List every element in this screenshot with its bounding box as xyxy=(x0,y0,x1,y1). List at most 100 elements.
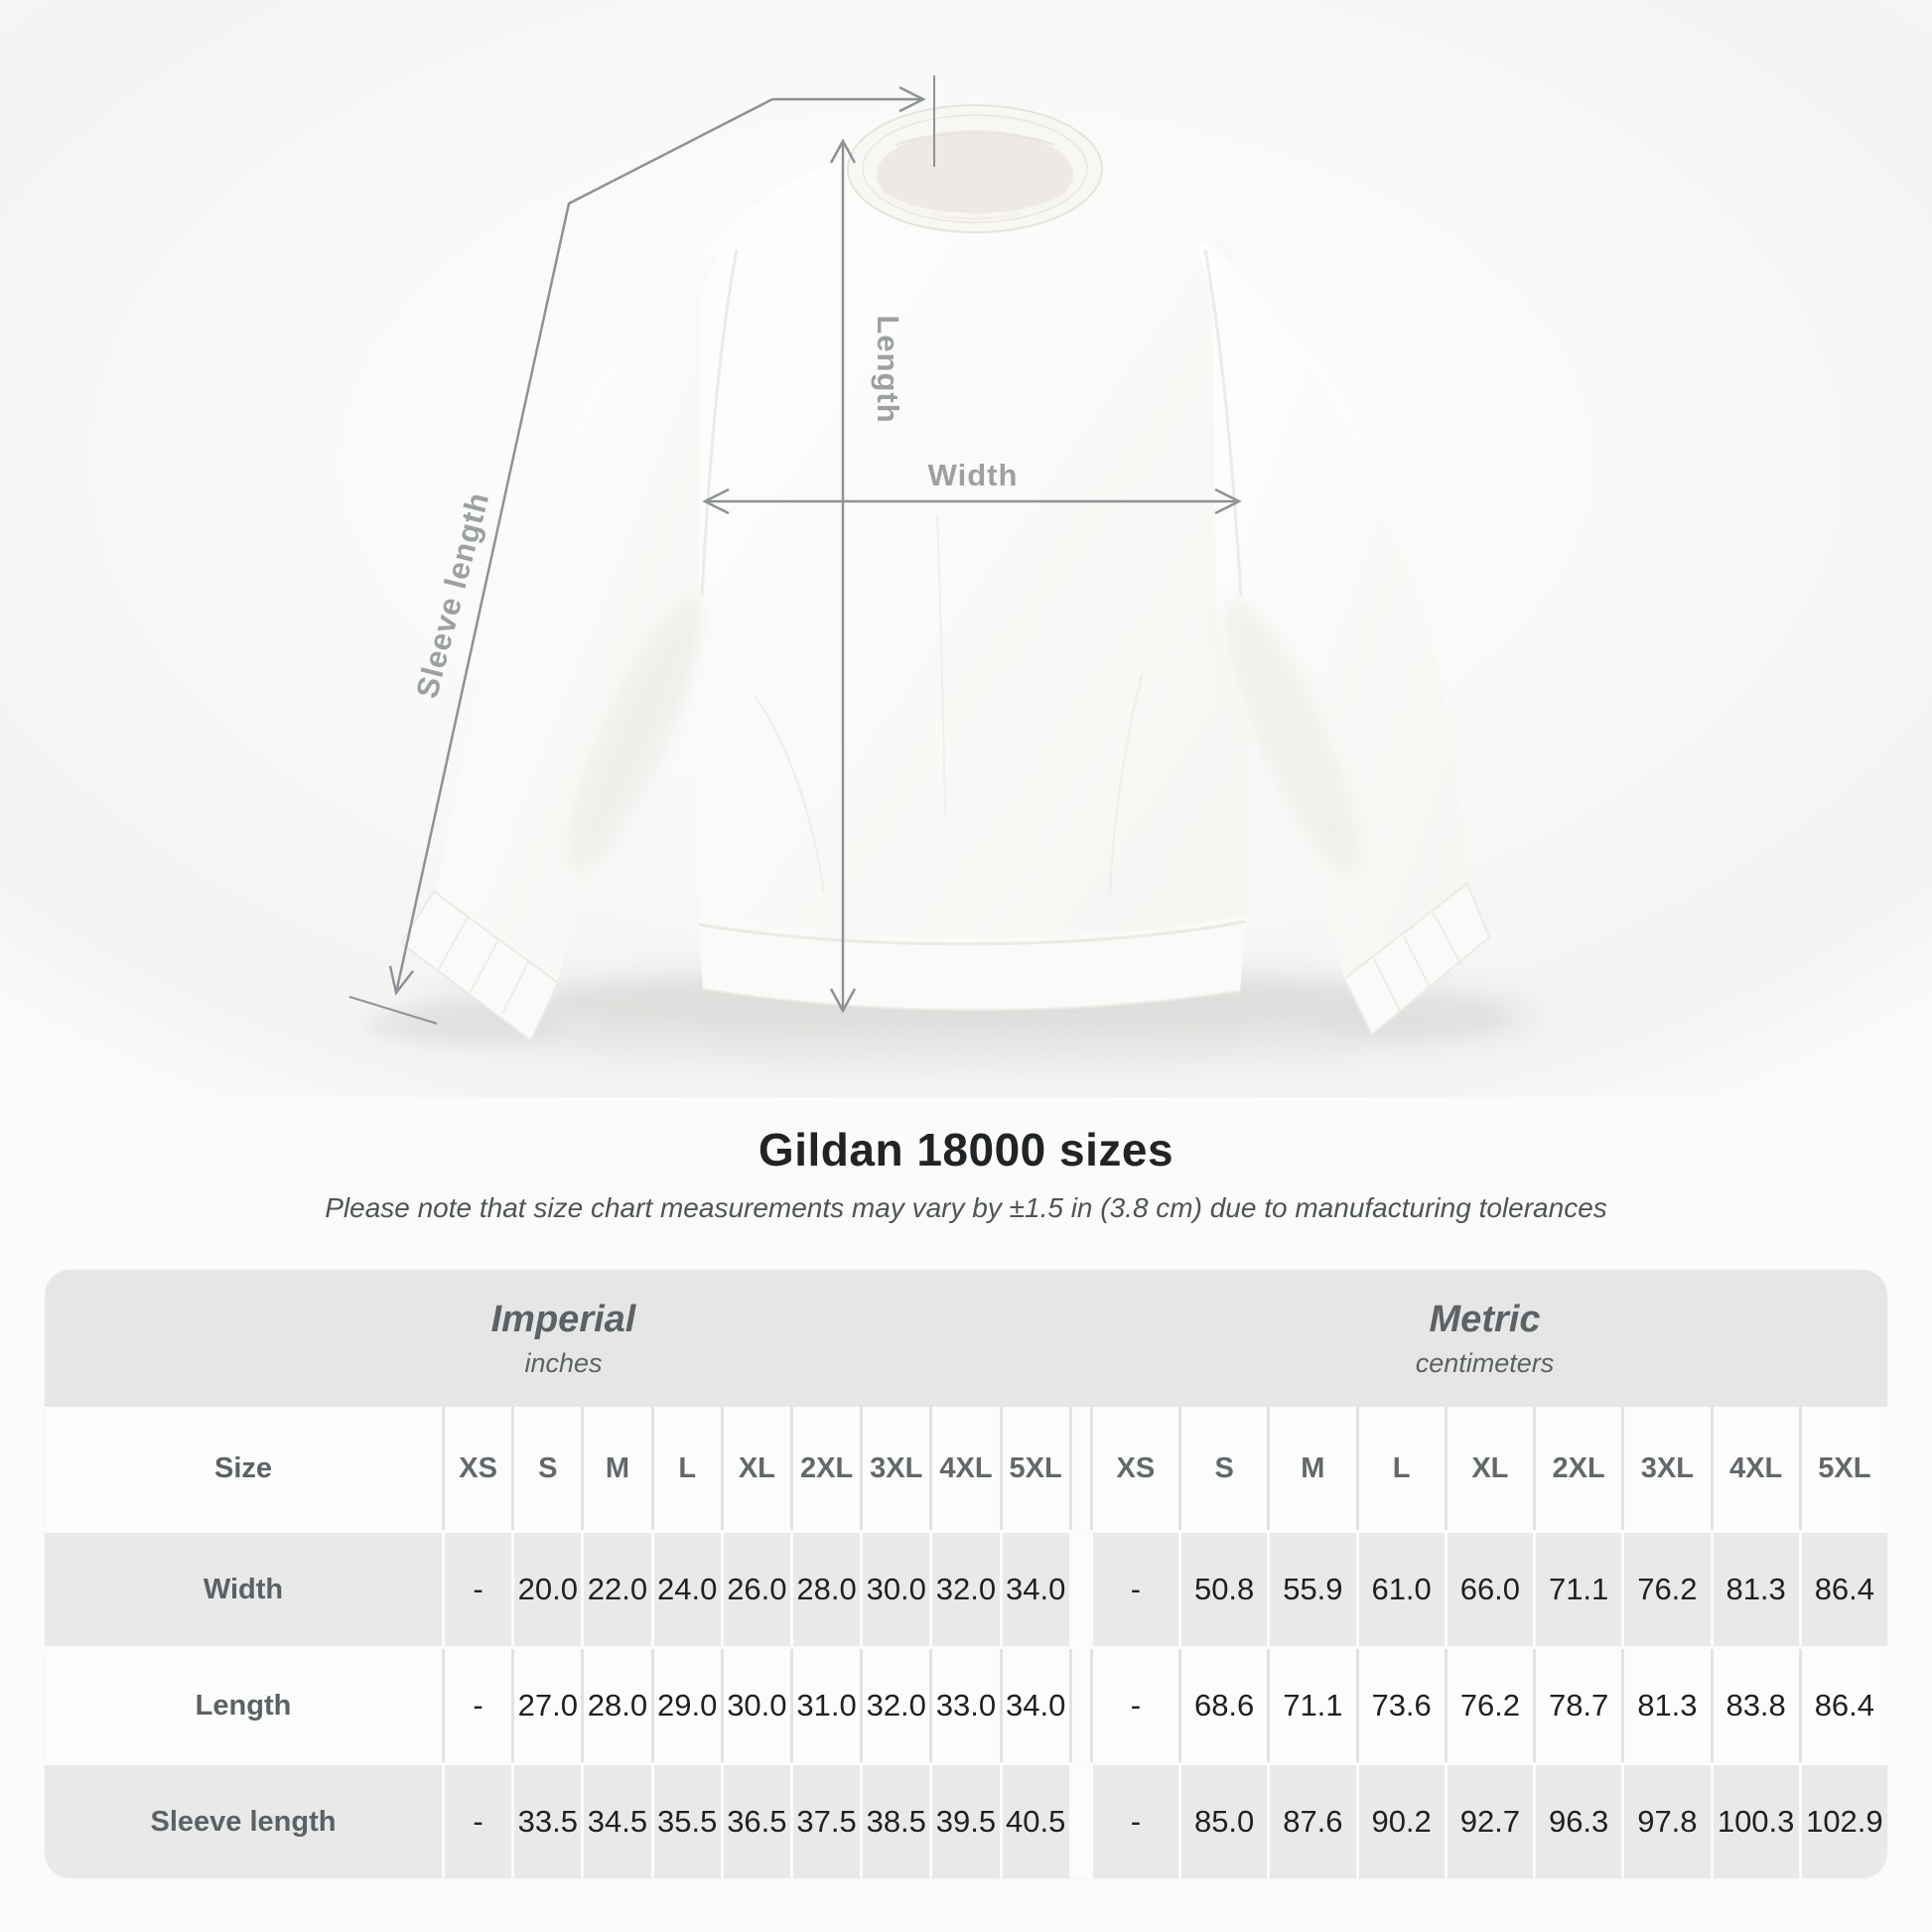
imperial-value-cell: 22.0 xyxy=(584,1533,651,1646)
imperial-value-cell: - xyxy=(445,1533,512,1646)
imperial-value-cell: 40.5 xyxy=(1002,1765,1069,1878)
imperial-value-cell: - xyxy=(445,1765,512,1878)
imperial-size-header-cell: XS xyxy=(445,1407,512,1530)
width-label: Width xyxy=(928,458,1019,492)
imperial-value-cell: 20.0 xyxy=(514,1533,582,1646)
metric-value-cell: - xyxy=(1092,1649,1178,1762)
table-rows: Size XS S M L XL 2XL 3XL 4XL 5XL XS S M L XL 2XL 3XL 4XL 5… xyxy=(45,1407,1887,1878)
metric-value-cell: 86.4 xyxy=(1801,1649,1887,1762)
metric-value-cell: 66.0 xyxy=(1447,1533,1533,1646)
imperial-size-header-cell: 4XL xyxy=(932,1407,1000,1530)
row-label: Length xyxy=(45,1649,442,1762)
imperial-size-header-cell: 5XL xyxy=(1002,1407,1069,1530)
metric-value-cell: 86.4 xyxy=(1801,1533,1887,1646)
imperial-unit-label: inches xyxy=(524,1347,603,1378)
page-title: Gildan 18000 sizes xyxy=(758,1124,1174,1175)
metric-value-cell: 97.8 xyxy=(1624,1765,1711,1878)
imperial-value-cell: 34.0 xyxy=(1002,1649,1069,1762)
metric-value-cell: 92.7 xyxy=(1447,1765,1533,1878)
unit-group-metric: Metric centimeters xyxy=(1082,1270,1887,1407)
metric-size-header-cell: 4XL xyxy=(1713,1407,1799,1530)
imperial-value-cell: 36.5 xyxy=(723,1765,790,1878)
sweatshirt-illustration xyxy=(399,104,1491,1042)
imperial-size-header-cell: 3XL xyxy=(863,1407,930,1530)
length-label: Length xyxy=(871,315,905,423)
imperial-value-cell: 32.0 xyxy=(932,1533,1000,1646)
metric-value-cell: 76.2 xyxy=(1447,1649,1533,1762)
imperial-value-cell: 35.5 xyxy=(653,1765,721,1878)
metric-value-cell: 85.0 xyxy=(1181,1765,1268,1878)
metric-value-cell: 100.3 xyxy=(1713,1765,1799,1878)
metric-value-cell: 78.7 xyxy=(1536,1649,1622,1762)
imperial-value-cell: - xyxy=(445,1649,512,1762)
size-column-header: Size xyxy=(45,1407,442,1530)
imperial-size-header-cell: L xyxy=(653,1407,721,1530)
metric-value-cell: 61.0 xyxy=(1358,1533,1445,1646)
metric-value-cell: 87.6 xyxy=(1270,1765,1356,1878)
right-arrowhead-icon xyxy=(898,85,926,113)
metric-value-cell: 55.9 xyxy=(1270,1533,1356,1646)
imperial-size-header-cell: XL xyxy=(723,1407,790,1530)
metric-value-cell: 68.6 xyxy=(1181,1649,1268,1762)
size-chart-panel: Imperial inches Metric centimeters Size X… xyxy=(45,1270,1887,1878)
unit-divider xyxy=(1071,1407,1090,1530)
width-arrow xyxy=(702,487,1242,515)
metric-value-cell: 96.3 xyxy=(1536,1765,1622,1878)
metric-value-cell: 76.2 xyxy=(1624,1533,1711,1646)
imperial-size-header-cell: 2XL xyxy=(792,1407,861,1530)
sleeve-length-arrow xyxy=(348,97,773,1025)
metric-value-cell: 71.1 xyxy=(1270,1649,1356,1762)
imperial-size-header-cell: M xyxy=(584,1407,651,1530)
imperial-value-cell: 33.5 xyxy=(514,1765,582,1878)
measurement-annotations xyxy=(348,75,1242,1025)
sweatshirt-measurement-diagram: Length Width Sleeve length xyxy=(0,0,1932,1097)
up-arrowhead-icon xyxy=(829,138,857,164)
imperial-value-cell: 29.0 xyxy=(653,1649,721,1762)
imperial-value-cell: 34.0 xyxy=(1002,1533,1069,1646)
metric-unit-label: centimeters xyxy=(1415,1347,1555,1378)
measurement-row-sleeve-length: Sleeve length -33.5 34.5 35.5 36.5 37.5 38.5 39… xyxy=(45,1765,1887,1878)
imperial-value-cell: 38.5 xyxy=(863,1765,930,1878)
right-arrowhead-icon xyxy=(1214,487,1242,515)
unit-divider xyxy=(1071,1649,1090,1762)
down-arrowhead-icon xyxy=(829,988,857,1014)
metric-size-header-cell: M xyxy=(1270,1407,1356,1530)
imperial-value-cell: 33.0 xyxy=(932,1649,1000,1762)
imperial-value-cell: 30.0 xyxy=(863,1533,930,1646)
row-label: Sleeve length xyxy=(45,1765,442,1878)
metric-value-cell: 83.8 xyxy=(1713,1649,1799,1762)
metric-value-cell: 71.1 xyxy=(1536,1533,1622,1646)
imperial-value-cell: 34.5 xyxy=(584,1765,651,1878)
metric-size-header-cell: S xyxy=(1181,1407,1268,1530)
imperial-value-cell: 24.0 xyxy=(653,1533,721,1646)
metric-size-header-cell: 3XL xyxy=(1624,1407,1711,1530)
imperial-value-cell: 27.0 xyxy=(514,1649,582,1762)
unit-group-imperial: Imperial inches xyxy=(45,1270,1082,1407)
metric-size-header-cell: 2XL xyxy=(1536,1407,1622,1530)
metric-size-header-cell: XL xyxy=(1447,1407,1533,1530)
imperial-size-header-cell: S xyxy=(514,1407,582,1530)
metric-value-cell: 50.8 xyxy=(1181,1533,1268,1646)
measurement-row-width: Width -20.0 22.0 24.0 26.0 28.0 30.0 32.0 34.0-5… xyxy=(45,1533,1887,1646)
metric-size-header-cell: XS xyxy=(1092,1407,1178,1530)
imperial-value-cell: 39.5 xyxy=(932,1765,1000,1878)
collar xyxy=(847,104,1103,233)
size-header-row: Size XS S M L XL 2XL 3XL 4XL 5XL XS S M L XL 2XL 3XL 4XL 5… xyxy=(45,1407,1887,1530)
imperial-heading: Imperial xyxy=(490,1298,636,1340)
unit-header-band: Imperial inches Metric centimeters xyxy=(45,1270,1887,1407)
imperial-value-cell: 28.0 xyxy=(792,1533,861,1646)
imperial-value-cell: 28.0 xyxy=(584,1649,651,1762)
row-label: Width xyxy=(45,1533,442,1646)
metric-size-header-cell: 5XL xyxy=(1801,1407,1887,1530)
metric-value-cell: 81.3 xyxy=(1624,1649,1711,1762)
metric-value-cell: - xyxy=(1092,1765,1178,1878)
measurement-row-length: Length -27.0 28.0 29.0 30.0 31.0 32.0 33.0 34.0-… xyxy=(45,1649,1887,1762)
left-arrowhead-icon xyxy=(702,487,730,515)
metric-value-cell: 73.6 xyxy=(1358,1649,1445,1762)
imperial-value-cell: 30.0 xyxy=(723,1649,790,1762)
metric-heading: Metric xyxy=(1429,1298,1541,1340)
right-cuff xyxy=(1342,882,1491,1036)
left-cuff xyxy=(399,890,560,1042)
tolerance-note: Please note that size chart measurements… xyxy=(325,1192,1607,1223)
imperial-value-cell: 37.5 xyxy=(792,1765,861,1878)
